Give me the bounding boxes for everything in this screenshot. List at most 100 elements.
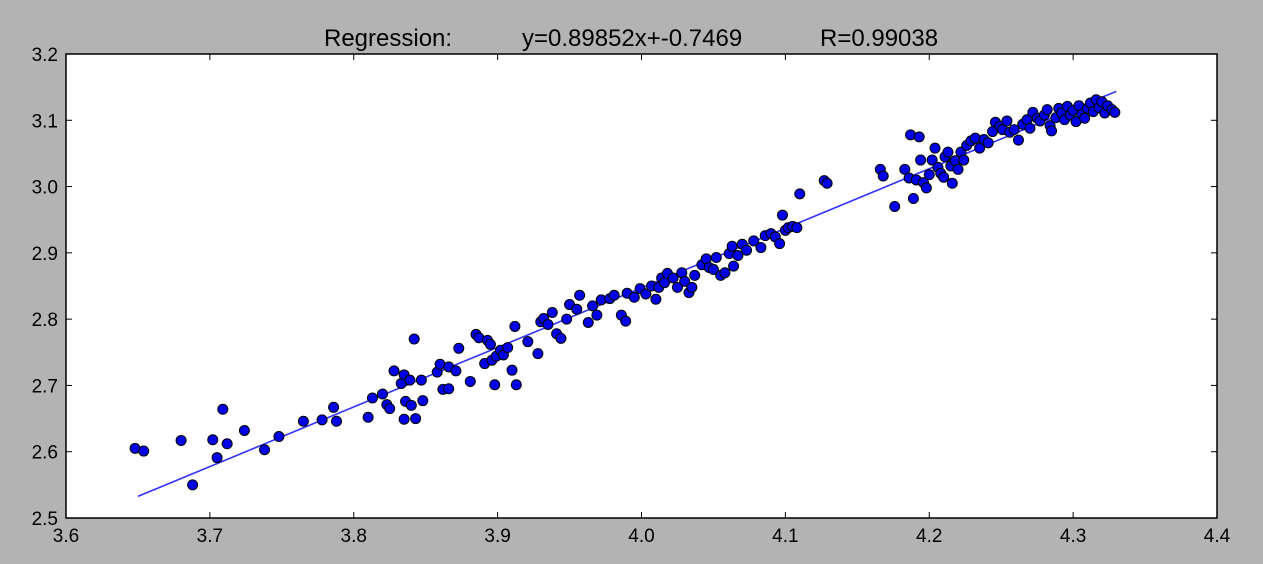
data-point — [974, 142, 986, 154]
data-point — [707, 263, 719, 275]
y-tick-label: 2.6 — [32, 443, 58, 464]
data-point — [510, 379, 522, 391]
data-point — [377, 388, 389, 400]
data-point — [328, 401, 340, 413]
data-point — [794, 188, 806, 200]
x-tick-label: 4.4 — [1204, 526, 1231, 547]
data-point — [915, 154, 927, 166]
data-point — [926, 154, 938, 166]
data-point — [591, 309, 603, 321]
data-point — [453, 342, 465, 354]
data-point — [221, 438, 233, 450]
data-point — [1046, 125, 1058, 137]
data-point — [686, 281, 698, 293]
data-point — [679, 275, 691, 287]
data-point — [923, 169, 935, 181]
data-point — [362, 411, 374, 423]
data-point — [774, 238, 786, 250]
data-point — [1008, 124, 1020, 136]
data-point — [732, 250, 744, 262]
data-point — [946, 177, 958, 189]
data-point — [1012, 134, 1024, 146]
data-point — [620, 315, 632, 327]
data-point — [415, 374, 427, 386]
data-point — [726, 240, 738, 252]
data-point — [408, 333, 420, 345]
data-point — [1079, 112, 1091, 124]
data-point — [582, 316, 594, 328]
x-tick-label: 4.3 — [1060, 526, 1086, 547]
data-point — [175, 434, 187, 446]
data-point — [388, 365, 400, 377]
data-point — [259, 444, 271, 456]
data-point — [821, 177, 833, 189]
data-point — [958, 154, 970, 166]
data-point — [405, 399, 417, 411]
data-point — [330, 415, 342, 427]
data-point — [404, 374, 416, 386]
data-point — [899, 163, 911, 175]
data-point — [273, 430, 285, 442]
data-point — [889, 200, 901, 212]
data-point — [776, 209, 788, 221]
data-point — [650, 293, 662, 305]
data-point — [502, 342, 514, 354]
data-point — [316, 414, 328, 426]
data-point — [628, 291, 640, 303]
data-point — [398, 413, 410, 425]
title-r-value: R=0.99038 — [820, 25, 938, 52]
data-point — [417, 395, 429, 407]
data-point — [506, 364, 518, 376]
data-point — [555, 332, 567, 344]
data-point — [741, 244, 753, 256]
y-tick-label: 3.2 — [32, 45, 58, 66]
data-point — [574, 289, 586, 301]
data-point — [410, 413, 422, 425]
data-point — [728, 260, 740, 272]
data-point — [920, 182, 932, 194]
data-point — [913, 131, 925, 143]
data-point — [952, 163, 964, 175]
y-tick-label: 3.0 — [32, 178, 58, 199]
data-point — [748, 235, 760, 247]
data-point — [640, 288, 652, 300]
y-tick-label: 2.7 — [32, 376, 58, 397]
data-point — [542, 318, 554, 330]
data-point — [207, 434, 219, 446]
data-point — [929, 142, 941, 154]
chart-title: Regression: y=0.89852x+-0.7469 R=0.99038 — [324, 25, 938, 52]
data-point — [489, 379, 501, 391]
data-point — [710, 251, 722, 263]
y-tick-label: 3.1 — [32, 111, 58, 132]
x-tick-label: 4.0 — [628, 526, 654, 547]
data-point — [532, 348, 544, 360]
data-point — [1001, 115, 1013, 127]
data-point — [942, 146, 954, 158]
y-tick-label: 2.8 — [32, 310, 58, 331]
data-point — [1024, 122, 1036, 134]
y-tick-label: 2.5 — [32, 509, 58, 530]
data-point — [297, 415, 309, 427]
title-label: Regression: — [324, 25, 452, 52]
data-point — [608, 289, 620, 301]
data-point — [450, 365, 462, 377]
data-point — [907, 193, 919, 205]
data-point — [877, 170, 889, 182]
x-tick-label: 3.7 — [197, 526, 223, 547]
x-tick-label: 4.2 — [916, 526, 942, 547]
data-point — [509, 320, 521, 332]
data-point — [211, 452, 223, 464]
data-point — [484, 338, 496, 350]
data-point — [719, 267, 731, 279]
data-point — [755, 242, 767, 254]
data-point — [667, 272, 679, 284]
data-point — [791, 222, 803, 234]
title-equation: y=0.89852x+-0.7469 — [522, 25, 742, 52]
data-point — [238, 425, 250, 437]
x-tick-label: 3.9 — [484, 526, 510, 547]
data-point — [938, 171, 950, 183]
x-tick-label: 3.6 — [53, 526, 79, 547]
data-points — [129, 94, 1121, 491]
data-point — [689, 269, 701, 281]
